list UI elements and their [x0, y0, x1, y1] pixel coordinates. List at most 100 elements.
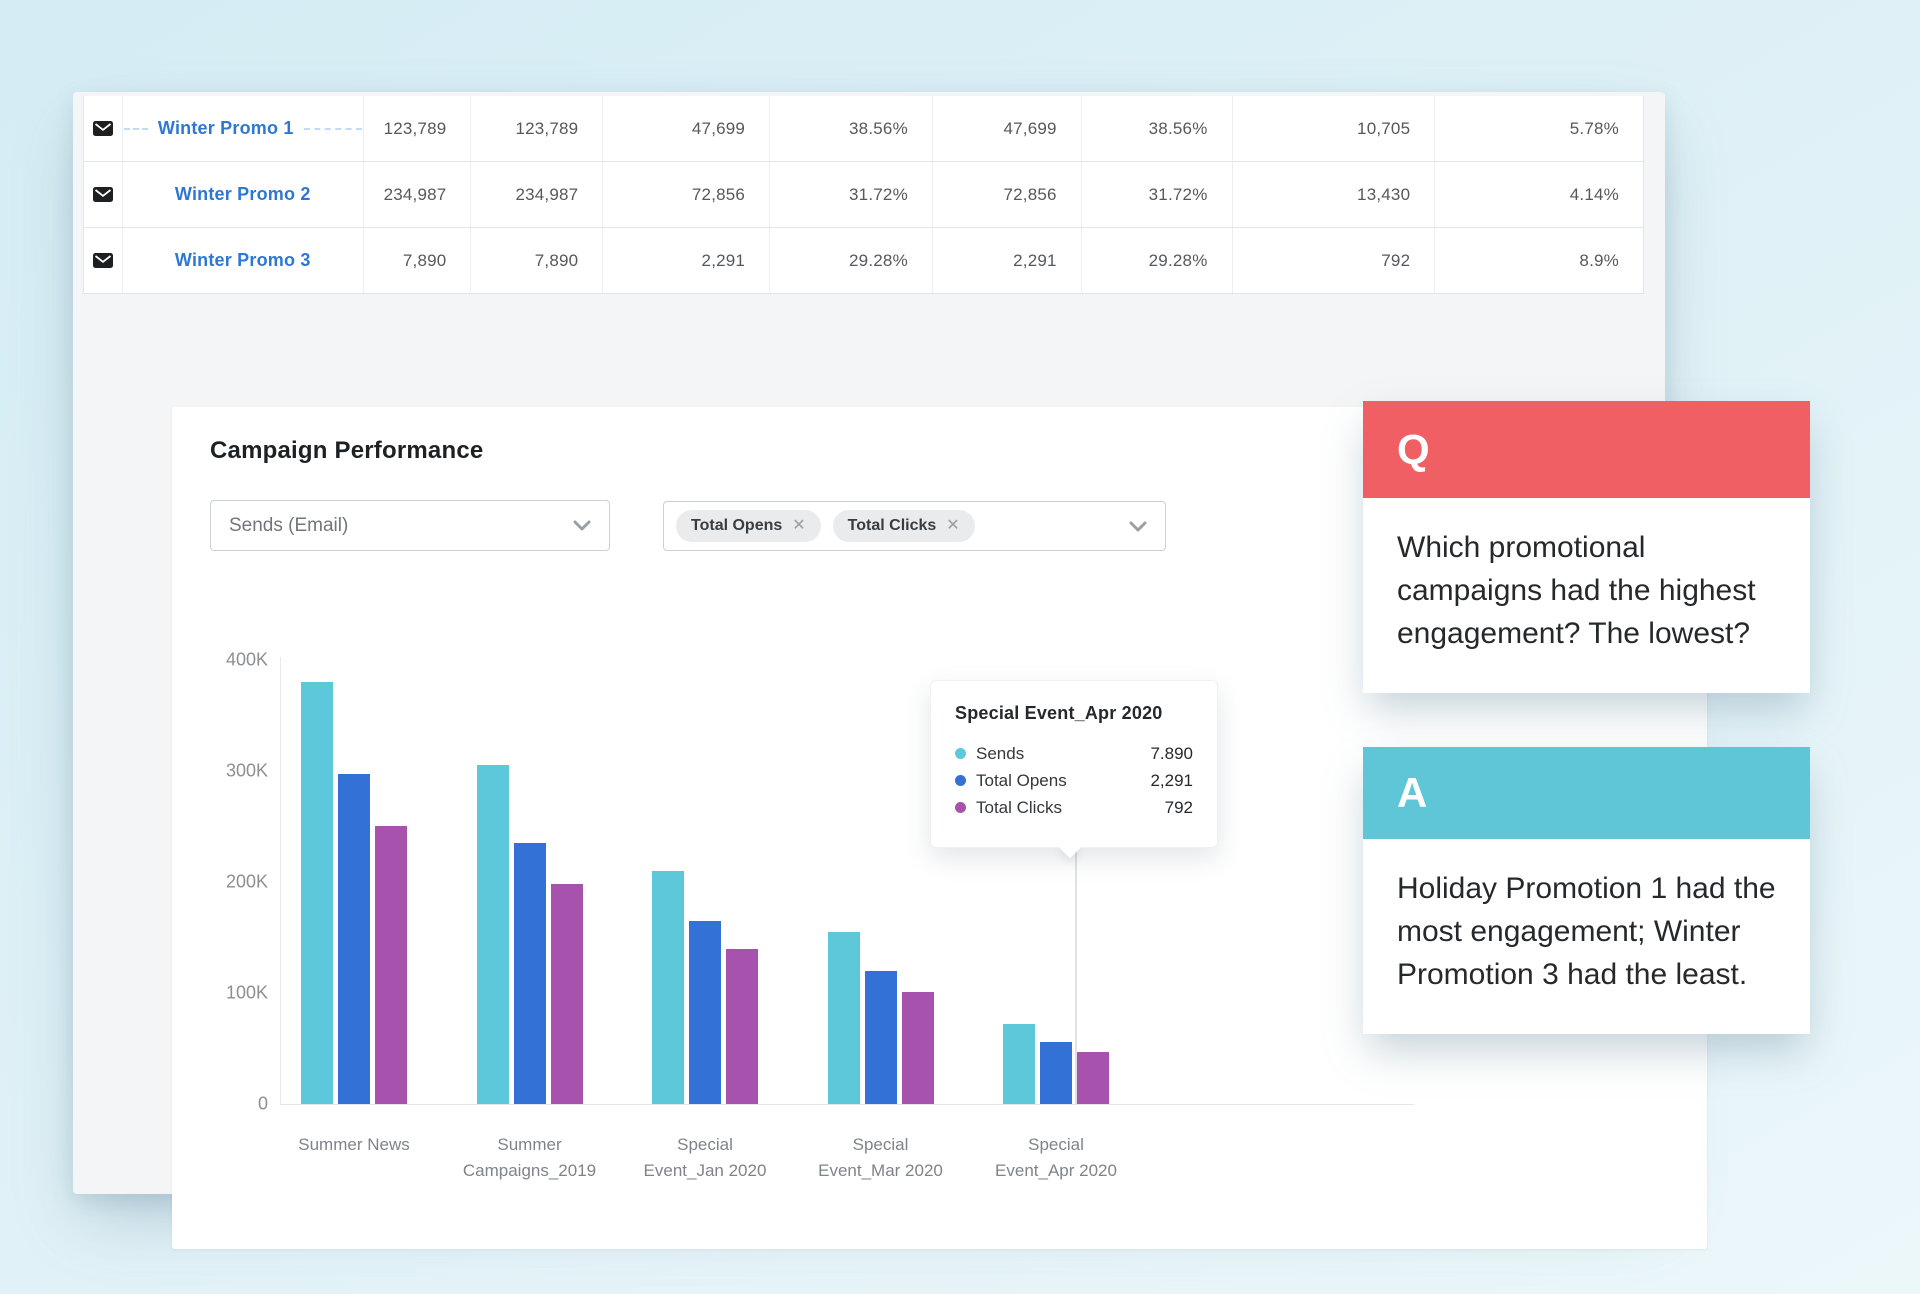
- table-row: Winter Promo 2 234,987 234,987 72,856 31.72%…: [84, 162, 1643, 228]
- bar-total-opens[interactable]: [338, 774, 370, 1104]
- campaign-name-cell: Winter Promo 3: [121, 228, 363, 293]
- table-cell: 29.28%: [769, 228, 932, 293]
- x-tick-label: Summer Campaigns_2019: [462, 1135, 597, 1180]
- tooltip-row: Total Clicks 792: [955, 794, 1193, 821]
- series-pill: Total Clicks ✕: [832, 510, 975, 542]
- envelope-icon: [92, 121, 113, 136]
- series-dot-icon: [955, 775, 966, 786]
- bar-sends[interactable]: [827, 932, 860, 1104]
- table-cell: 31.72%: [1080, 162, 1232, 227]
- bar-sends[interactable]: [652, 871, 684, 1104]
- x-tick-label: Summer News: [298, 1135, 410, 1154]
- bar-total-clicks[interactable]: [1077, 1052, 1109, 1104]
- pill-remove-icon[interactable]: ✕: [792, 517, 806, 534]
- envelope-cell: [84, 228, 122, 293]
- tooltip-series-value: 2,291: [1150, 770, 1193, 790]
- series-pills: Total Opens ✕ Total Clicks ✕: [676, 510, 1117, 542]
- artifact-dash: [303, 127, 362, 130]
- table-row: Winter Promo 3 7,890 7,890 2,291 29.28% 2,291…: [84, 228, 1643, 293]
- envelope-icon: [92, 253, 113, 268]
- pill-remove-icon[interactable]: ✕: [946, 517, 960, 534]
- answer-text: Holiday Promotion 1 had the most engagem…: [1397, 872, 1776, 991]
- table-cell: 123,789: [470, 96, 602, 161]
- tooltip-series-label: Total Opens: [976, 770, 1067, 790]
- question-card-header: Q: [1363, 401, 1810, 498]
- y-tick-label: 200K: [225, 871, 268, 892]
- table-cell: 8.9%: [1434, 228, 1643, 293]
- campaign-link[interactable]: Winter Promo 1: [157, 118, 294, 138]
- answer-card-header: A: [1363, 747, 1810, 839]
- tooltip-series-value: 7.890: [1150, 743, 1193, 763]
- question-badge: Q: [1397, 425, 1430, 473]
- table-cell: 2,291: [602, 228, 769, 293]
- campaign-name-cell: Winter Promo 1: [121, 96, 363, 161]
- chart-tooltip: Special Event_Apr 2020 Sends 7.890 Total O…: [930, 680, 1218, 859]
- tooltip-row: Total Opens 2,291: [955, 767, 1193, 794]
- campaign-link[interactable]: Winter Promo 3: [174, 250, 311, 270]
- envelope-cell: [84, 162, 122, 227]
- table-cell: 10,705: [1231, 96, 1435, 161]
- table-cell: 4.14%: [1434, 162, 1643, 227]
- table-row: Winter Promo 1 123,789 123,789 47,699 38.56%…: [84, 96, 1643, 162]
- bar-total-opens[interactable]: [689, 921, 721, 1104]
- table-cell: 234,987: [470, 162, 602, 227]
- campaign-table-body: Winter Promo 1 123,789 123,789 47,699 38.56%…: [84, 96, 1643, 293]
- campaign-name-cell: Winter Promo 2: [121, 162, 363, 227]
- y-tick-label: 300K: [225, 760, 268, 781]
- answer-card: A Holiday Promotion 1 had the most engag…: [1363, 747, 1810, 1034]
- bar-total-clicks[interactable]: [375, 826, 407, 1104]
- table-cell: 7,890: [470, 228, 602, 293]
- x-tick-label: Special Event_Jan 2020: [643, 1135, 767, 1180]
- table-cell: 38.56%: [769, 96, 932, 161]
- question-text: Which promotional campaigns had the high…: [1397, 531, 1756, 650]
- table-cell: 47,699: [931, 96, 1081, 161]
- bar-sends[interactable]: [1003, 1024, 1035, 1104]
- metric-dropdown[interactable]: Sends (Email): [210, 500, 610, 551]
- bar-total-opens[interactable]: [1040, 1042, 1072, 1104]
- envelope-icon: [92, 187, 113, 202]
- answer-badge: A: [1397, 769, 1428, 816]
- bar-total-opens[interactable]: [864, 971, 897, 1104]
- pill-label: Total Clicks: [847, 517, 937, 534]
- table-cell: 72,856: [602, 162, 769, 227]
- table-cell: 29.28%: [1080, 228, 1232, 293]
- table-cell: 234,987: [362, 162, 471, 227]
- tooltip-row: Sends 7.890: [955, 740, 1193, 767]
- y-tick-label: 0: [257, 1093, 268, 1114]
- question-card: Q Which promotional campaigns had the hi…: [1363, 401, 1810, 693]
- y-tick-label: 100K: [225, 982, 268, 1003]
- table-cell: 792: [1231, 228, 1435, 293]
- chevron-down-icon: [1129, 521, 1147, 531]
- series-dot-icon: [955, 748, 966, 759]
- table-cell: 47,699: [602, 96, 769, 161]
- tooltip-rows: Sends 7.890 Total Opens 2,291 Total Clicks 79…: [955, 740, 1193, 821]
- x-tick-label: Special Event_Apr 2020: [995, 1135, 1117, 1180]
- table-cell: 123,789: [362, 96, 471, 161]
- tooltip-series-value: 792: [1164, 797, 1193, 817]
- artifact-dash: [123, 127, 148, 130]
- bar-total-clicks[interactable]: [726, 949, 758, 1104]
- campaign-table: Winter Promo 1 123,789 123,789 47,699 38.56%…: [83, 96, 1644, 294]
- bar-total-clicks[interactable]: [901, 992, 934, 1104]
- table-cell: 5.78%: [1434, 96, 1643, 161]
- series-multiselect[interactable]: Total Opens ✕ Total Clicks ✕: [663, 501, 1166, 551]
- bar-total-opens[interactable]: [513, 843, 546, 1104]
- tooltip-series-label: Total Clicks: [976, 797, 1062, 817]
- table-cell: 7,890: [362, 228, 471, 293]
- x-tick-label: Special Event_Mar 2020: [818, 1135, 943, 1180]
- bar-total-clicks[interactable]: [550, 884, 583, 1104]
- y-tick-label: 400K: [225, 649, 268, 670]
- campaign-link[interactable]: Winter Promo 2: [174, 184, 311, 204]
- table-cell: 13,430: [1231, 162, 1435, 227]
- tooltip-series-label: Sends: [976, 743, 1025, 763]
- tooltip-title: Special Event_Apr 2020: [955, 703, 1163, 723]
- envelope-cell: [84, 96, 122, 161]
- metric-dropdown-value: Sends (Email): [229, 514, 349, 536]
- table-cell: 2,291: [931, 228, 1081, 293]
- table-cell: 38.56%: [1080, 96, 1232, 161]
- pill-label: Total Opens: [691, 517, 783, 534]
- bar-sends[interactable]: [301, 682, 333, 1104]
- table-cell: 31.72%: [769, 162, 932, 227]
- bar-sends[interactable]: [476, 765, 509, 1104]
